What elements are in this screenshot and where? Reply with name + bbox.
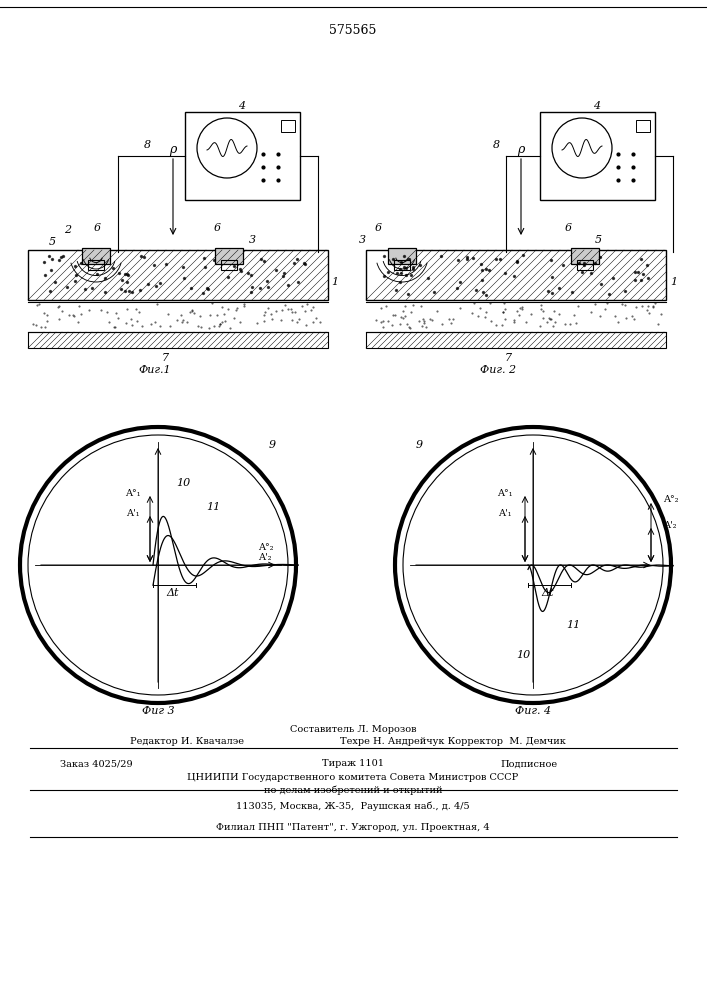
Bar xyxy=(281,120,295,132)
Text: 4: 4 xyxy=(593,101,600,111)
Bar xyxy=(540,112,655,200)
Text: 3: 3 xyxy=(358,235,366,245)
Text: A°₂: A°₂ xyxy=(663,495,679,504)
Text: A'₂: A'₂ xyxy=(663,520,677,530)
Text: A'₂: A'₂ xyxy=(258,552,271,562)
Text: 9: 9 xyxy=(269,440,276,450)
Text: Тираж 1101: Тираж 1101 xyxy=(322,760,384,768)
Circle shape xyxy=(403,435,663,695)
Text: 10: 10 xyxy=(176,478,190,488)
Bar xyxy=(394,260,410,270)
Text: 8: 8 xyxy=(144,140,151,150)
Text: 1: 1 xyxy=(670,277,677,287)
Bar xyxy=(82,248,110,264)
Text: по делам изобретений и открытий: по делам изобретений и открытий xyxy=(264,785,443,795)
Text: 5: 5 xyxy=(595,235,602,245)
Bar xyxy=(366,250,666,300)
Text: A°₂: A°₂ xyxy=(258,542,274,552)
Bar xyxy=(388,248,416,264)
Text: A°₁: A°₁ xyxy=(125,488,141,497)
Text: Фиг.1: Фиг.1 xyxy=(139,365,171,375)
Text: Техре Н. Андрейчук Корректор  М. Демчик: Техре Н. Андрейчук Корректор М. Демчик xyxy=(340,738,566,746)
Text: Заказ 4025/29: Заказ 4025/29 xyxy=(60,760,133,768)
Bar xyxy=(215,248,243,264)
Bar xyxy=(185,112,300,200)
Text: Фиг. 4: Фиг. 4 xyxy=(515,706,551,716)
Text: Фиг. 2: Фиг. 2 xyxy=(480,365,516,375)
Text: 6: 6 xyxy=(564,223,571,233)
Text: 3: 3 xyxy=(248,235,255,245)
Text: Филиал ПНП "Патент", г. Ужгород, ул. Проектная, 4: Филиал ПНП "Патент", г. Ужгород, ул. Про… xyxy=(216,824,490,832)
Bar xyxy=(636,120,650,132)
Text: ЦНИИПИ Государственного комитета Совета Министров СССР: ЦНИИПИ Государственного комитета Совета … xyxy=(187,774,519,782)
Text: 11: 11 xyxy=(566,620,580,630)
Text: A°₁: A°₁ xyxy=(497,488,513,497)
Bar xyxy=(577,260,593,270)
Text: 4: 4 xyxy=(238,101,245,111)
Text: 7: 7 xyxy=(504,353,512,363)
Text: Составитель Л. Морозов: Составитель Л. Морозов xyxy=(290,726,416,734)
Text: 6: 6 xyxy=(375,223,382,233)
Text: 1: 1 xyxy=(332,277,339,287)
Text: 6: 6 xyxy=(214,223,221,233)
Bar xyxy=(221,260,237,270)
Text: 575565: 575565 xyxy=(329,23,377,36)
Text: Δt: Δt xyxy=(542,588,554,598)
Text: A'₁: A'₁ xyxy=(498,508,512,518)
Text: 6: 6 xyxy=(93,223,100,233)
Text: 113035, Москва, Ж-35,  Раушская наб., д. 4/5: 113035, Москва, Ж-35, Раушская наб., д. … xyxy=(236,801,470,811)
Text: ρ: ρ xyxy=(169,143,177,156)
Text: 7: 7 xyxy=(161,353,168,363)
Bar xyxy=(28,332,328,348)
Bar xyxy=(28,250,328,300)
Circle shape xyxy=(28,435,288,695)
Bar xyxy=(366,332,666,348)
Text: 2: 2 xyxy=(64,225,71,235)
Text: 5: 5 xyxy=(49,237,56,247)
Text: ρ: ρ xyxy=(518,143,525,156)
Bar xyxy=(571,248,599,264)
Text: 9: 9 xyxy=(416,440,423,450)
Text: Фиг 3: Фиг 3 xyxy=(141,706,175,716)
Text: Δt: Δt xyxy=(167,588,180,598)
Text: 8: 8 xyxy=(493,140,500,150)
Text: Подписное: Подписное xyxy=(500,760,557,768)
Text: 11: 11 xyxy=(206,502,220,512)
Text: A'₁: A'₁ xyxy=(126,508,140,518)
Text: 10: 10 xyxy=(516,650,530,660)
Text: Редактор И. Квачалэе: Редактор И. Квачалэе xyxy=(130,738,244,746)
Bar xyxy=(88,260,104,270)
